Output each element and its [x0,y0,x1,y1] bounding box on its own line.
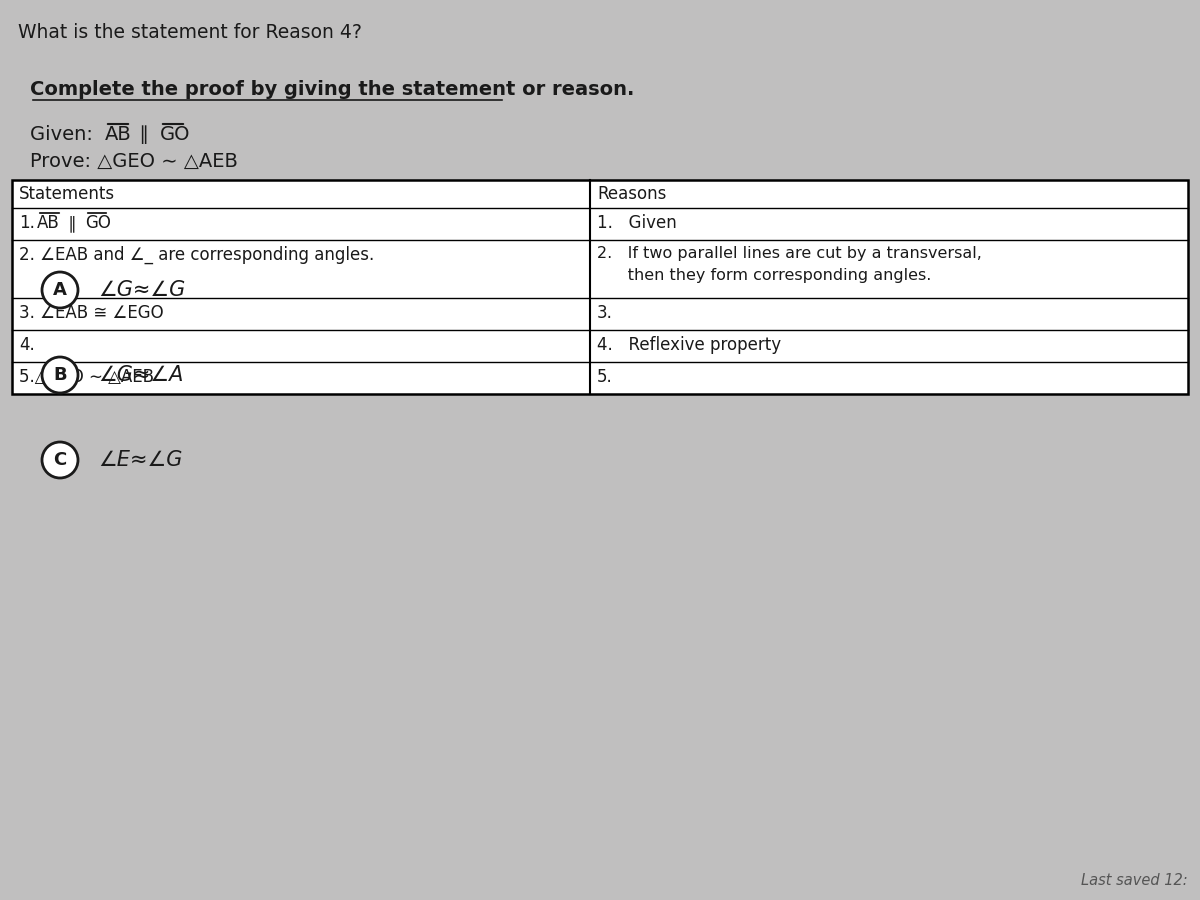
Text: 3.: 3. [598,304,613,322]
Text: Statements: Statements [19,185,115,203]
Text: AB: AB [37,214,60,232]
Text: ∠E≈∠G: ∠E≈∠G [98,450,182,470]
Text: Prove: △GEO ∼ △AEB: Prove: △GEO ∼ △AEB [30,152,238,171]
Text: 4.: 4. [19,336,35,354]
Text: 3. ∠EAB ≅ ∠EGO: 3. ∠EAB ≅ ∠EGO [19,304,163,322]
Text: Complete the proof by giving the statement or reason.: Complete the proof by giving the stateme… [30,80,635,99]
Text: 1.: 1. [19,214,35,232]
Text: 2.   If two parallel lines are cut by a transversal,: 2. If two parallel lines are cut by a tr… [598,246,982,261]
Text: A: A [53,281,67,299]
Text: ∠G≈∠G: ∠G≈∠G [98,280,185,300]
Text: GO: GO [160,125,191,144]
Bar [12,180,1188,394]
Text: ∠G≈∠A: ∠G≈∠A [98,365,184,385]
Text: Last saved 12:: Last saved 12: [1081,873,1188,888]
Text: C: C [53,451,67,469]
Text: Reasons: Reasons [598,185,666,203]
Text: then they form corresponding angles.: then they form corresponding angles. [598,268,931,283]
Text: Given:: Given: [30,125,100,144]
Text: ∥: ∥ [64,214,82,232]
Circle shape [42,442,78,478]
Text: 1.   Given: 1. Given [598,214,677,232]
Circle shape [42,272,78,308]
Text: GO: GO [85,214,110,232]
Text: AB: AB [106,125,132,144]
Text: ∥: ∥ [133,125,155,144]
Text: 5.△GEO ∼ △AEB: 5.△GEO ∼ △AEB [19,368,154,386]
Text: 5.: 5. [598,368,613,386]
Text: What is the statement for Reason 4?: What is the statement for Reason 4? [18,23,362,42]
Text: 4.   Reflexive property: 4. Reflexive property [598,336,781,354]
Text: 2. ∠EAB and ∠_ are corresponding angles.: 2. ∠EAB and ∠_ are corresponding angles. [19,246,374,265]
Circle shape [42,357,78,393]
Text: B: B [53,366,67,384]
